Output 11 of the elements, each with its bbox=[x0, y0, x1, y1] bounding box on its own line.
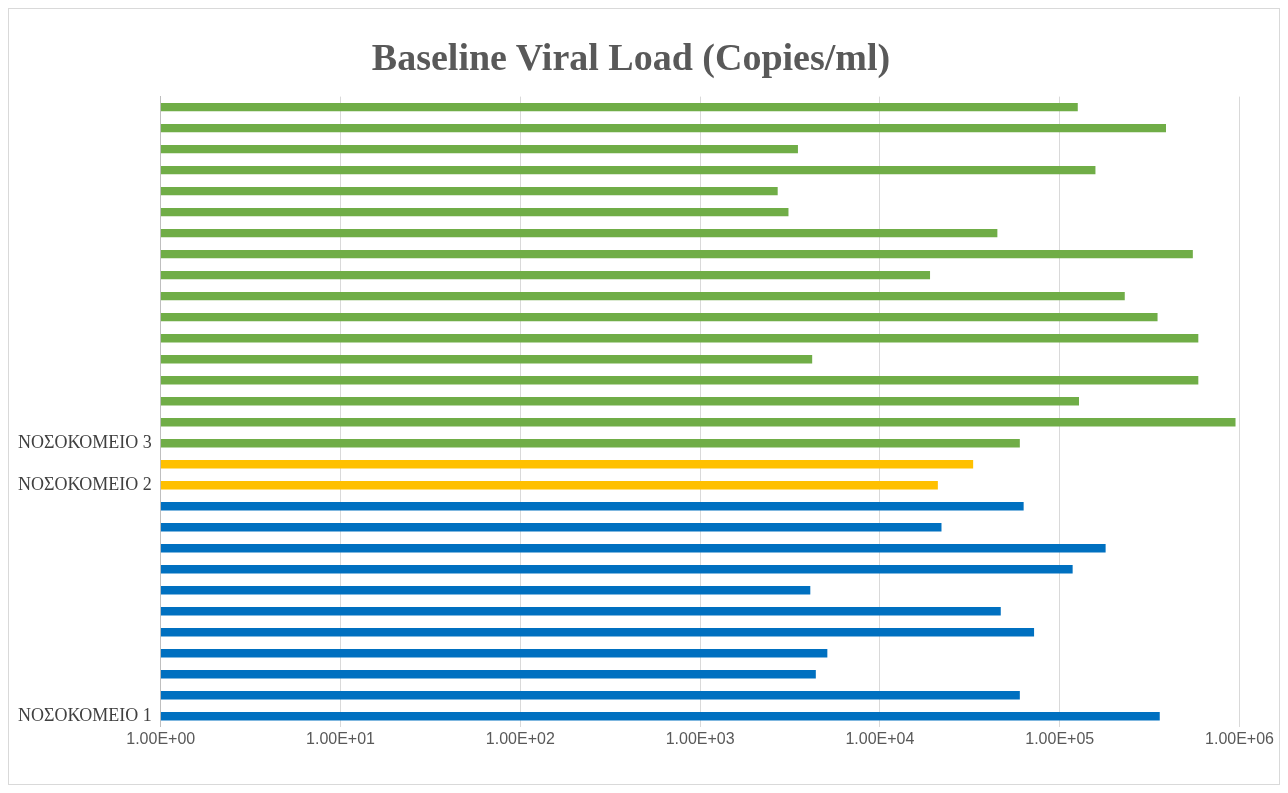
y-tick-label: ΝΟΣΟΚΟΜΕΙΟ 2 bbox=[17, 473, 152, 494]
x-tick-label: 1.00E+03 bbox=[665, 729, 735, 747]
y-tick-label: ΝΟΣΟΚΟΜΕΙΟ 3 bbox=[17, 431, 152, 452]
chart-title: Baseline Viral Load (Copies/ml) bbox=[371, 35, 891, 79]
x-tick-label: 1.00E+04 bbox=[845, 729, 915, 747]
x-tick-label: 1.00E+00 bbox=[126, 729, 196, 747]
x-tick-label: 1.00E+02 bbox=[485, 729, 555, 747]
x-tick-label: 1.00E+05 bbox=[1025, 729, 1095, 747]
x-tick-label: 1.00E+01 bbox=[306, 729, 376, 747]
x-tick-label: 1.00E+06 bbox=[1205, 729, 1275, 747]
y-tick-label: ΝΟΣΟΚΟΜΕΙΟ 1 bbox=[17, 705, 152, 726]
